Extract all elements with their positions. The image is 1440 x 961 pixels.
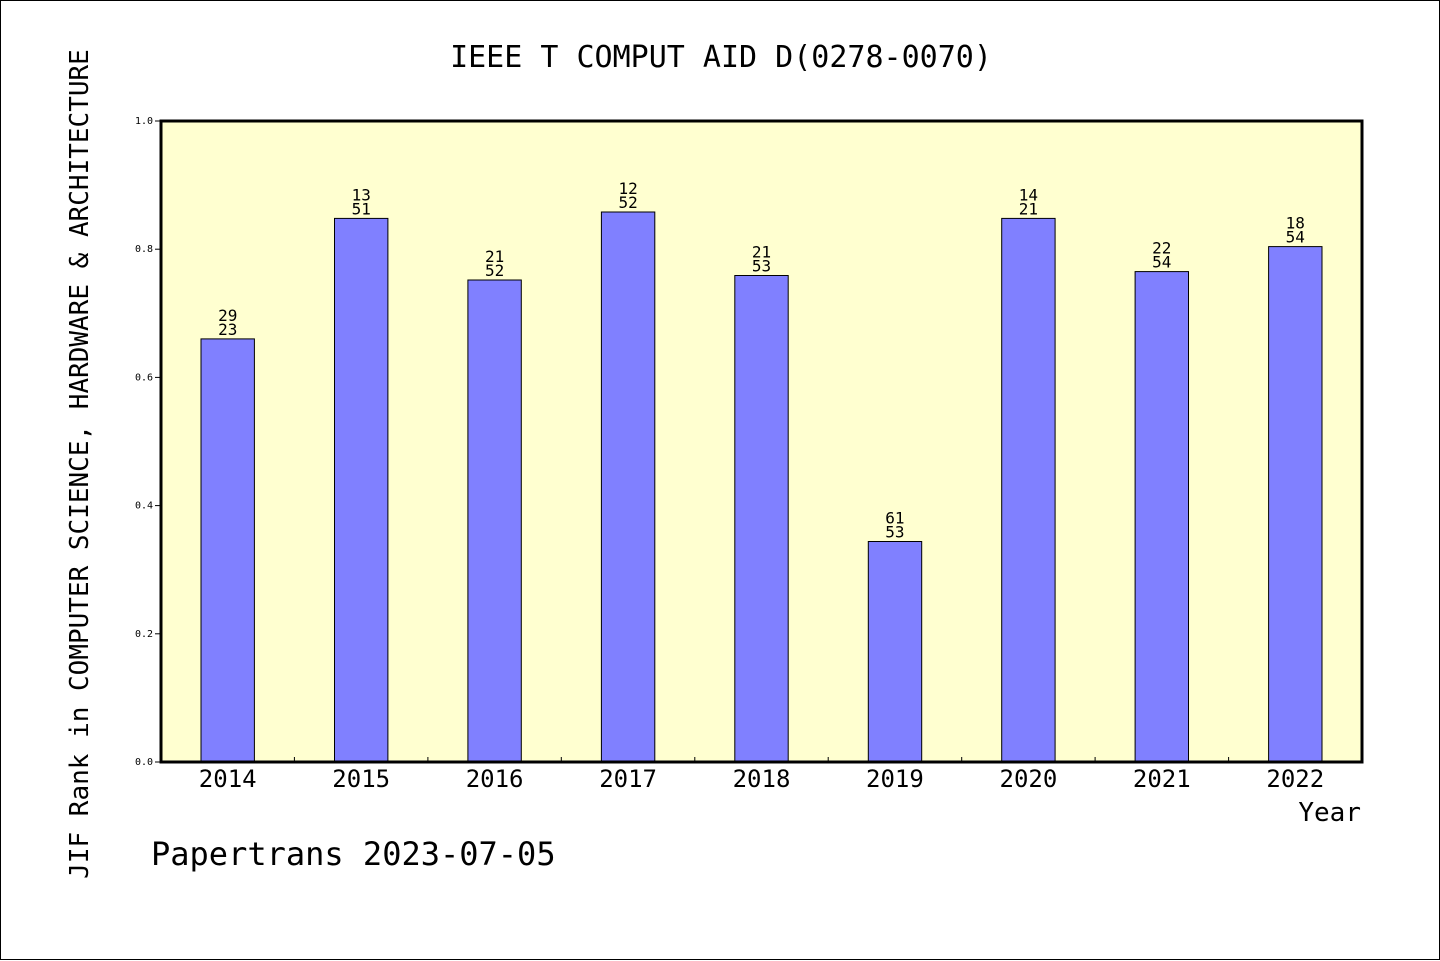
bar-label-rank-2021: 22 xyxy=(1152,239,1171,258)
bar-label-rank-2016: 21 xyxy=(485,247,504,266)
bar-label-rank-2015: 13 xyxy=(352,185,371,204)
bar-label-total-2022: 54 xyxy=(1286,228,1305,247)
x-tick-label-2015: 2015 xyxy=(332,765,390,793)
x-tick-label-2016: 2016 xyxy=(466,765,524,793)
bar-label-rank-2014: 29 xyxy=(218,306,237,325)
y-tick-label: 0.2 xyxy=(135,629,153,640)
y-axis-label: JIF Rank in COMPUTER SCIENCE, HARDWARE &… xyxy=(65,49,95,879)
bar-label-total-2019: 53 xyxy=(885,523,904,542)
bar-2018 xyxy=(734,275,789,763)
x-axis-ticks: 2014 2015 2016 2017 2018 2019 2020 2021 2022 xyxy=(199,757,1324,793)
y-axis-ticks: 0.0 0.2 0.4 0.6 0.8 1.0 xyxy=(135,116,161,768)
x-tick-label-2017: 2017 xyxy=(599,765,657,793)
bar-2021 xyxy=(1134,271,1189,763)
x-tick-label-2020: 2020 xyxy=(1000,765,1058,793)
bar-label-rank-2020: 14 xyxy=(1019,185,1038,204)
bar-label-rank-2018: 21 xyxy=(752,243,771,262)
bar-label-total-2020: 21 xyxy=(1019,199,1038,218)
y-tick-label: 0.8 xyxy=(135,244,153,255)
bar-2020 xyxy=(1001,217,1056,763)
x-tick-label-2019: 2019 xyxy=(866,765,924,793)
x-tick-label-2022: 2022 xyxy=(1266,765,1324,793)
x-tick-label-2014: 2014 xyxy=(199,765,257,793)
bar-2014 xyxy=(200,338,255,763)
bar-label-total-2017: 52 xyxy=(618,193,637,212)
bar-label-total-2015: 51 xyxy=(352,199,371,218)
bar-label-total-2014: 23 xyxy=(218,320,237,339)
y-tick-label: 0.6 xyxy=(135,372,153,383)
plot-border xyxy=(159,119,1364,764)
bar-label-total-2016: 52 xyxy=(485,261,504,280)
bar-label-rank-2022: 18 xyxy=(1286,214,1305,233)
x-axis-label: Year xyxy=(1298,798,1361,828)
chart-title: IEEE T COMPUT AID D(0278-0070) xyxy=(450,40,992,75)
bar-2016 xyxy=(467,279,522,763)
bar-label-rank-2017: 12 xyxy=(618,179,637,198)
bar-label-total-2021: 54 xyxy=(1152,253,1171,272)
y-tick-label: 0.4 xyxy=(135,501,153,512)
y-tick-label: 1.0 xyxy=(135,116,153,127)
bar-2019 xyxy=(867,541,923,763)
bar-label-total-2018: 53 xyxy=(752,257,771,276)
bar-label-rank-2019: 61 xyxy=(885,509,904,528)
bars-layer xyxy=(200,211,1323,763)
bar-2015 xyxy=(334,217,389,763)
x-tick-label-2018: 2018 xyxy=(733,765,791,793)
bar-2022 xyxy=(1268,246,1323,763)
x-tick-label-2021: 2021 xyxy=(1133,765,1191,793)
y-tick-label: 0.0 xyxy=(135,757,153,768)
bar-2017 xyxy=(600,211,656,763)
credit-text: Papertrans 2023-07-05 xyxy=(151,835,556,873)
